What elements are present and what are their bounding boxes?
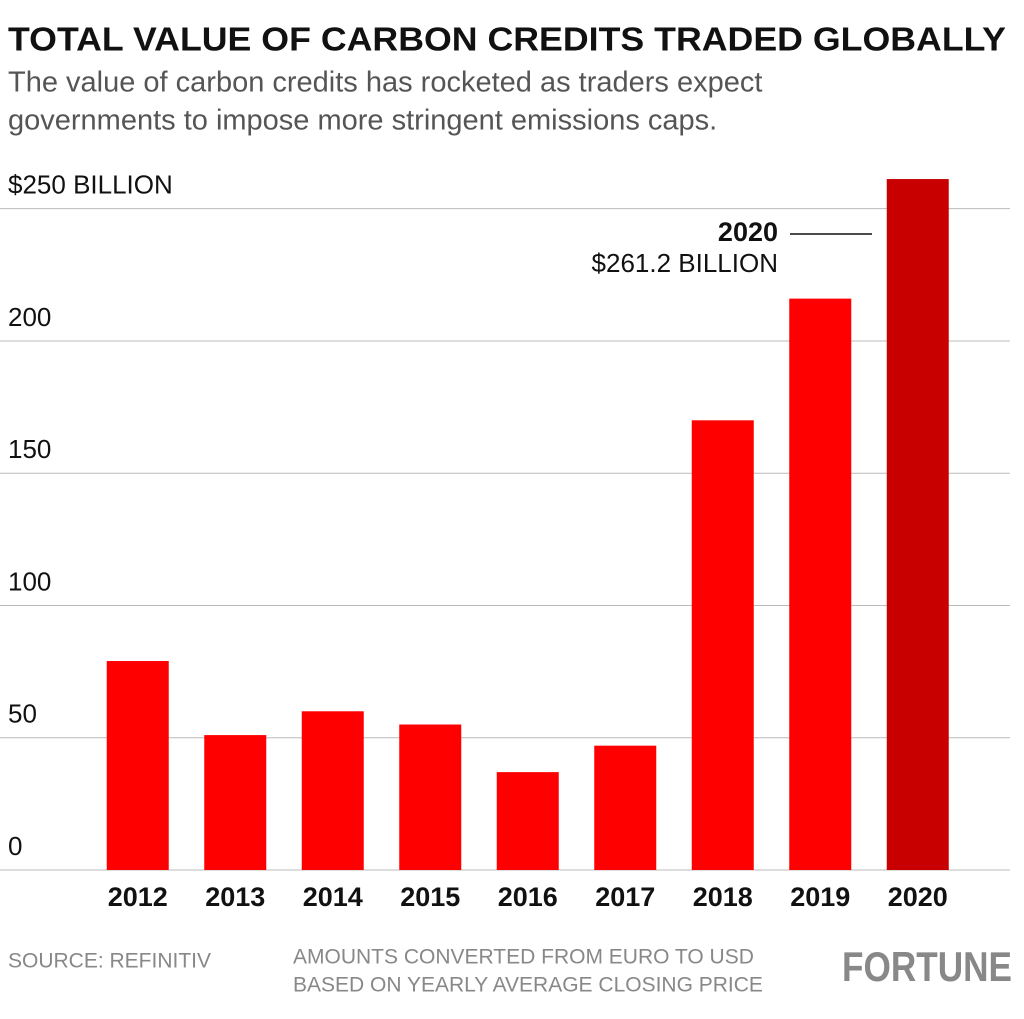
bar xyxy=(496,772,559,870)
y-tick-label: 0 xyxy=(8,831,22,861)
bar xyxy=(301,711,364,870)
x-tick-label: 2013 xyxy=(205,882,265,912)
bar xyxy=(106,661,169,870)
y-tick-label: 50 xyxy=(8,699,37,729)
y-tick-label: 200 xyxy=(8,302,51,332)
chart-subtitle: The value of carbon credits has rocketed… xyxy=(8,67,762,99)
x-tick-label: 2020 xyxy=(888,882,948,912)
bar xyxy=(399,724,462,870)
bar xyxy=(789,298,852,870)
x-tick-label: 2017 xyxy=(595,882,655,912)
y-tick-label: 150 xyxy=(8,434,51,464)
x-tick-label: 2019 xyxy=(790,882,850,912)
chart-title: TOTAL VALUE OF CARBON CREDITS TRADED GLO… xyxy=(8,21,1006,58)
note: AMOUNTS CONVERTED FROM EURO TO USD xyxy=(293,946,754,969)
annotation-year: 2020 xyxy=(718,217,778,247)
x-tick-label: 2015 xyxy=(400,882,460,912)
brand-logo: FORTUNE xyxy=(842,943,1012,990)
bar xyxy=(886,179,949,871)
value-label: $261.2 BILLION xyxy=(592,248,778,278)
x-tick-label: 2018 xyxy=(693,882,753,912)
y-tick-label: $250 BILLION xyxy=(8,170,173,200)
note: BASED ON YEARLY AVERAGE CLOSING PRICE xyxy=(293,974,763,997)
bar xyxy=(594,745,657,870)
y-tick-label: 100 xyxy=(8,566,51,596)
bar xyxy=(691,420,754,870)
x-tick-label: 2012 xyxy=(108,882,168,912)
source: SOURCE: REFINITIV xyxy=(8,950,211,973)
chart-subtitle: governments to impose more stringent emi… xyxy=(8,105,717,137)
x-tick-label: 2016 xyxy=(498,882,558,912)
bar xyxy=(204,735,267,870)
x-tick-label: 2014 xyxy=(303,882,363,912)
